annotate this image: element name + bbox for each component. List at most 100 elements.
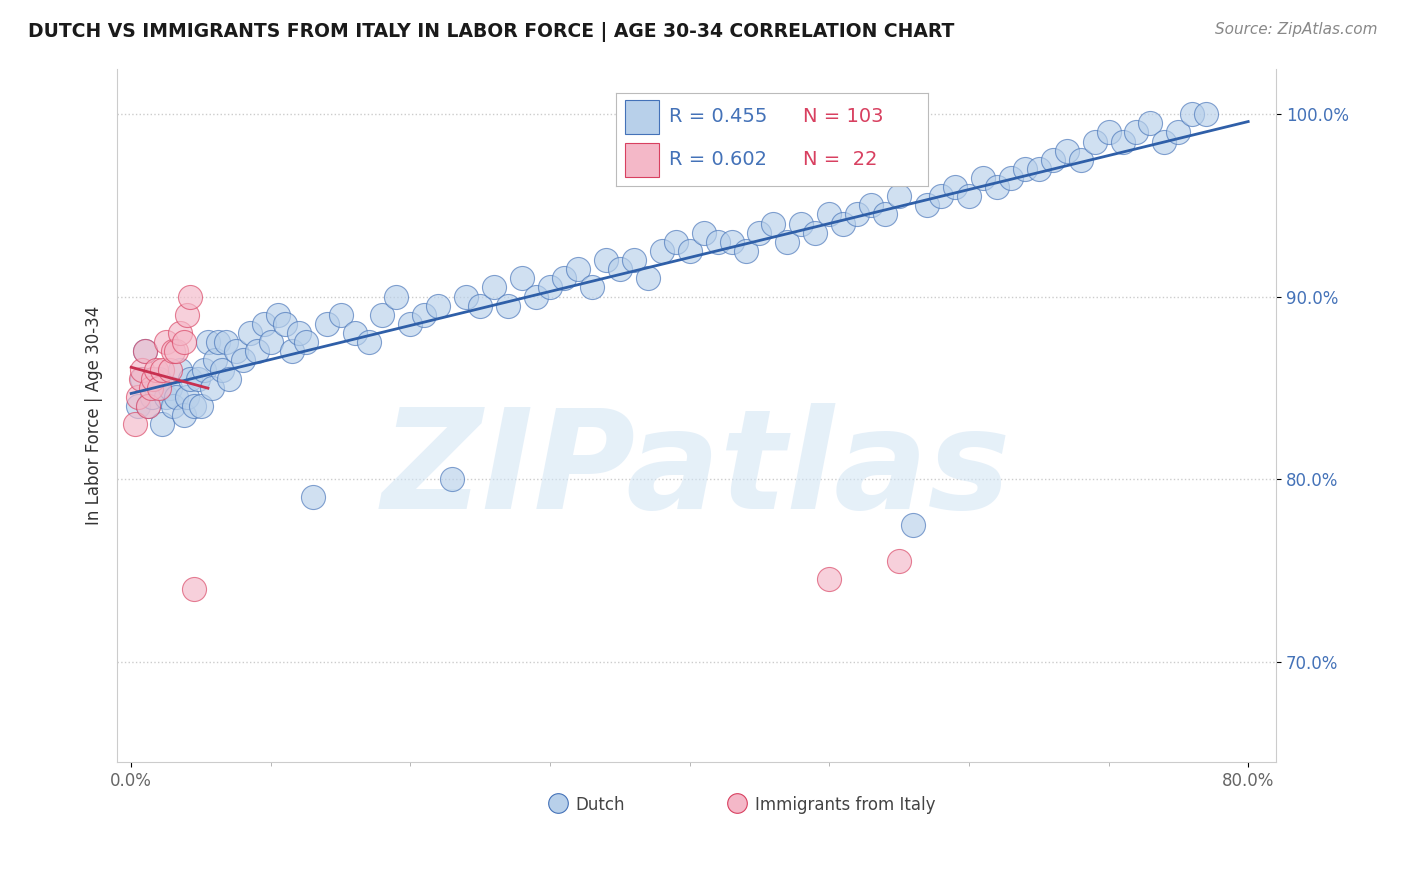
Point: [929, 189, 952, 203]
Point: [218, 372, 240, 386]
Point: [776, 235, 799, 249]
Point: [818, 573, 841, 587]
Point: [124, 417, 146, 432]
Point: [1070, 153, 1092, 167]
Point: [169, 326, 191, 340]
Point: [204, 353, 226, 368]
Point: [901, 517, 924, 532]
Text: Source: ZipAtlas.com: Source: ZipAtlas.com: [1215, 22, 1378, 37]
Point: [609, 262, 631, 277]
Point: [239, 326, 262, 340]
Point: [169, 362, 191, 376]
Point: [134, 344, 156, 359]
Point: [1181, 107, 1204, 121]
Point: [860, 198, 883, 212]
Y-axis label: In Labor Force | Age 30-34: In Labor Force | Age 30-34: [86, 306, 103, 524]
Point: [131, 372, 153, 386]
Point: [246, 344, 269, 359]
Point: [510, 271, 533, 285]
Point: [201, 381, 224, 395]
Point: [1111, 135, 1133, 149]
Point: [179, 290, 201, 304]
Point: [162, 399, 184, 413]
Point: [343, 326, 366, 340]
Point: [957, 189, 980, 203]
Point: [1097, 125, 1119, 139]
Point: [748, 226, 770, 240]
Point: [176, 390, 198, 404]
Point: [145, 362, 167, 376]
Point: [301, 491, 323, 505]
Point: [385, 290, 408, 304]
Point: [567, 262, 589, 277]
Point: [162, 344, 184, 359]
Point: [623, 253, 645, 268]
Point: [165, 390, 187, 404]
Point: [127, 399, 149, 413]
Point: [127, 390, 149, 404]
Point: [173, 408, 195, 422]
Point: [142, 372, 165, 386]
Point: [207, 335, 229, 350]
Point: [581, 280, 603, 294]
Point: [1056, 144, 1078, 158]
Point: [665, 235, 688, 249]
Point: [915, 198, 938, 212]
Point: [1042, 153, 1064, 167]
Point: [190, 399, 212, 413]
Point: [441, 472, 464, 486]
Text: Dutch: Dutch: [575, 796, 624, 814]
Point: [762, 217, 785, 231]
Text: DUTCH VS IMMIGRANTS FROM ITALY IN LABOR FORCE | AGE 30-34 CORRELATION CHART: DUTCH VS IMMIGRANTS FROM ITALY IN LABOR …: [28, 22, 955, 42]
Point: [294, 335, 316, 350]
Point: [804, 226, 827, 240]
Point: [595, 253, 617, 268]
Text: ZIPatlas: ZIPatlas: [382, 403, 1011, 538]
Point: [720, 235, 742, 249]
Point: [357, 335, 380, 350]
Point: [183, 399, 205, 413]
Point: [456, 290, 478, 304]
Point: [943, 180, 966, 194]
Point: [846, 207, 869, 221]
Point: [470, 299, 492, 313]
Point: [1125, 125, 1147, 139]
Point: [1153, 135, 1175, 149]
Point: [637, 271, 659, 285]
Point: [1167, 125, 1189, 139]
Point: [553, 271, 575, 285]
Point: [165, 344, 187, 359]
Point: [159, 381, 181, 395]
Point: [159, 362, 181, 376]
Text: Immigrants from Italy: Immigrants from Italy: [755, 796, 935, 814]
Point: [427, 299, 450, 313]
Point: [496, 299, 519, 313]
Point: [1000, 171, 1022, 186]
Point: [173, 335, 195, 350]
Point: [129, 372, 152, 386]
Point: [1139, 116, 1161, 130]
Point: [1014, 161, 1036, 176]
Point: [482, 280, 505, 294]
Point: [145, 381, 167, 395]
Point: [315, 317, 337, 331]
Point: [211, 362, 233, 376]
Point: [371, 308, 394, 322]
Point: [148, 381, 170, 395]
Point: [139, 381, 162, 395]
Point: [887, 189, 910, 203]
Point: [972, 171, 994, 186]
Point: [260, 335, 283, 350]
Point: [253, 317, 276, 331]
Point: [197, 335, 219, 350]
Point: [1028, 161, 1050, 176]
Point: [134, 344, 156, 359]
Point: [232, 353, 254, 368]
Point: [679, 244, 702, 258]
Point: [131, 362, 153, 376]
Point: [538, 280, 561, 294]
Point: [155, 335, 177, 350]
Point: [187, 372, 209, 386]
Point: [179, 372, 201, 386]
Point: [148, 372, 170, 386]
